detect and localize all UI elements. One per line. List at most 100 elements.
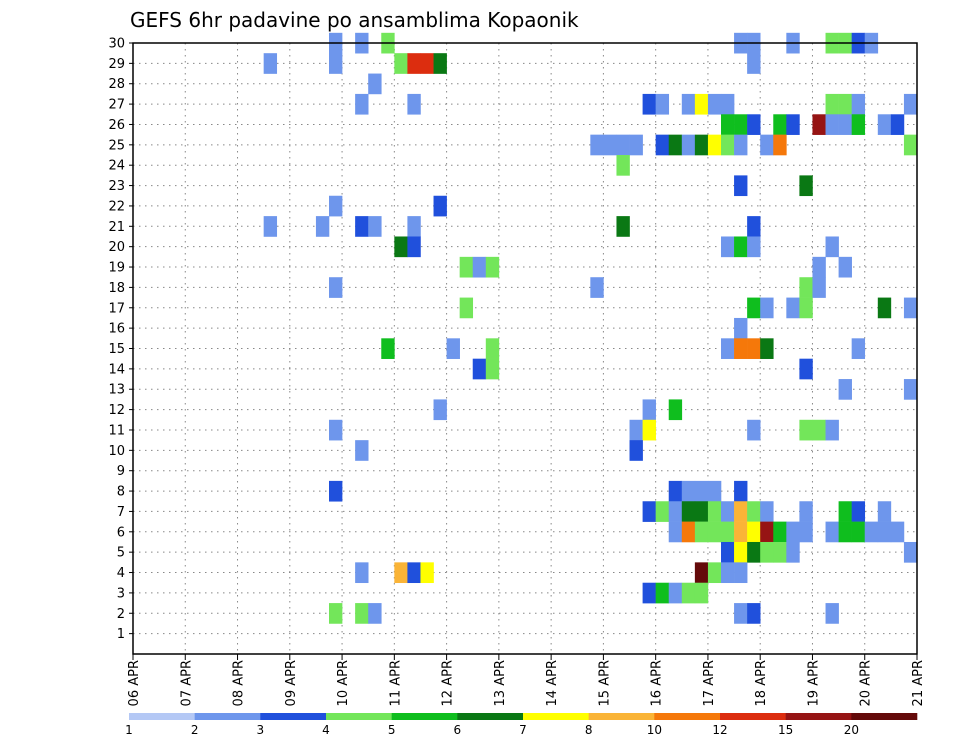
heatmap-cell [877,114,892,135]
heatmap-cell [838,501,852,522]
heatmap-cell [355,440,369,461]
heatmap-cell [799,175,813,197]
heatmap-cell [747,501,761,522]
heatmap-cell [694,521,709,543]
y-tick-label: 18 [108,281,125,296]
heatmap-cell [642,93,656,115]
heatmap-cell [407,562,421,584]
y-tick-label: 12 [108,403,125,418]
heatmap-cell [747,419,761,441]
heatmap-cell [903,93,918,115]
heatmap-cell [760,338,774,359]
heatmap-cell [433,195,447,217]
x-tick-label: 14 APR [545,660,560,706]
x-tick-label: 19 APR [806,660,821,706]
heatmap-cell [616,134,630,156]
heatmap-cell [812,256,826,278]
heatmap-cell [903,134,918,156]
y-tick-label: 25 [108,138,125,153]
heatmap-cell [681,93,696,115]
x-tick-label: 20 APR [859,660,874,706]
heatmap-cell [681,582,696,604]
y-tick-label: 19 [108,261,125,276]
heatmap-cell [812,277,826,298]
heatmap-cell [747,53,761,74]
x-tick-label: 18 APR [754,660,769,706]
heatmap-cell [668,501,683,522]
x-tick-label: 17 APR [702,660,717,706]
heatmap-cell [890,521,905,543]
legend-swatch [457,713,524,720]
heatmap-cell [760,501,774,522]
heatmap-cell [799,277,813,298]
x-tick-label: 13 APR [493,660,508,706]
heatmap-cell [590,134,604,156]
y-tick-label: 5 [117,546,125,561]
heatmap-cell [747,521,761,543]
heatmap-cell [642,501,656,522]
color-legend: 1 2 3 4 5 6 7 8 10 12 15 20 [125,713,918,737]
legend-swatch [654,713,721,720]
heatmap-cell [668,480,683,502]
heatmap-cell [786,114,800,135]
heatmap-cell [747,541,761,563]
heatmap-cell [694,501,709,522]
heatmap-cell [851,501,866,522]
legend-swatch [785,713,852,720]
y-tick-label: 1 [117,627,125,642]
heatmap-cell [825,114,839,135]
heatmap-cell [786,521,800,543]
heatmap-cell [721,134,735,156]
heatmap-cell [838,114,852,135]
legend-swatch [326,713,392,720]
heatmap-cell [394,562,408,584]
y-tick-label: 26 [108,118,125,133]
heatmap-cell [420,53,434,74]
heatmap-cell [694,582,709,604]
heatmap-cell [773,521,787,543]
heatmap-cell [760,521,774,543]
legend-swatch [194,713,261,720]
heatmap-cell [707,93,722,115]
heatmap-cell [642,582,656,604]
heatmap-cell [877,297,892,319]
heatmap-cell [485,338,500,359]
heatmap-cell [329,603,343,624]
heatmap-cell [655,501,670,522]
heatmap-cell [315,216,330,237]
y-tick-label: 3 [117,586,125,601]
y-tick-label: 8 [117,485,125,500]
heatmap-cell [681,501,696,522]
heatmap-cell [799,501,813,522]
x-tick-label: 08 APR [232,660,247,706]
heatmap-cell [747,297,761,319]
heatmap-cell [355,93,369,115]
heatmap-cell [642,419,656,441]
heatmap-cell [707,134,722,156]
heatmap-cell [734,603,748,624]
heatmap-cell [407,216,421,237]
heatmap-cell [851,93,866,115]
legend-label: 6 [454,723,462,737]
y-tick-label: 9 [117,464,125,479]
heatmap-cell [890,114,905,135]
heatmap-cell [329,480,343,502]
heatmap-cell [799,297,813,319]
y-tick-label: 24 [108,159,125,174]
heatmap-cell [747,338,761,359]
heatmap-cell [734,562,748,584]
heatmap-cell [629,134,643,156]
heatmap-cell [355,603,369,624]
heatmap-cell [590,277,604,298]
heatmap-cell [707,521,722,543]
heatmap-cell [485,358,500,380]
heatmap-cell [773,114,787,135]
legend-label: 2 [191,723,199,737]
y-tick-label: 21 [108,220,125,235]
heatmap-cell [655,93,670,115]
legend-swatch [260,713,327,720]
legend-label: 8 [585,723,593,737]
heatmap-cell [721,521,735,543]
heatmap-cell [825,521,839,543]
